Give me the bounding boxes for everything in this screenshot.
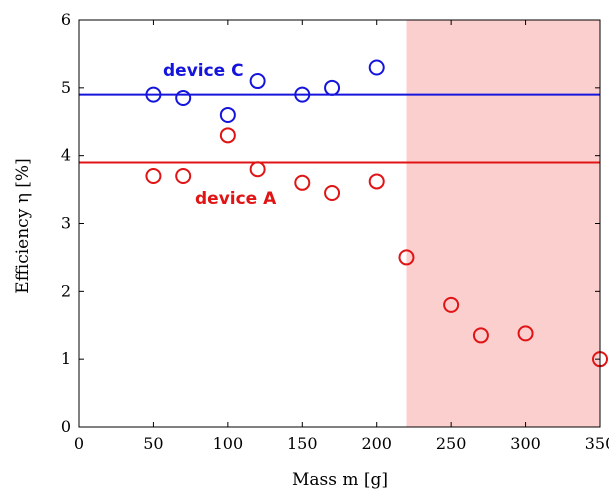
shaded-region-layer <box>406 20 600 427</box>
reference-lines-layer <box>79 93 600 164</box>
x-axis-title: Mass m [g] <box>292 470 388 490</box>
series-label-device-c: device C <box>163 61 244 81</box>
y-tick-label-0: 0 <box>61 417 71 436</box>
data-point-device-A-5 <box>324 184 341 201</box>
labels-layer: device C device A Mass m [g] Efficiency … <box>13 61 388 490</box>
x-tick-label-7: 350 <box>585 434 609 453</box>
data-point-device-A-9 <box>472 327 489 344</box>
data-point-device-C-1 <box>175 90 192 107</box>
x-tick-label-0: 0 <box>74 434 84 453</box>
data-point-device-A-1 <box>175 168 192 185</box>
x-tick-label-6: 300 <box>510 434 541 453</box>
x-tick-label-1: 50 <box>143 434 163 453</box>
data-point-device-C-3 <box>249 73 266 90</box>
data-point-device-A-7 <box>398 249 415 266</box>
shaded-region <box>406 20 600 427</box>
data-point-device-A-3 <box>249 161 266 178</box>
data-point-device-A-10 <box>517 325 534 342</box>
y-tick-label-6: 6 <box>61 10 71 29</box>
data-points-layer <box>145 59 608 368</box>
x-tick-label-3: 150 <box>287 434 318 453</box>
y-tick-label-4: 4 <box>61 146 71 165</box>
y-tick-label-5: 5 <box>61 78 71 97</box>
data-point-device-A-4 <box>294 174 311 191</box>
data-point-device-C-0 <box>145 86 162 103</box>
y-axis-title: Efficiency η [%] <box>13 158 33 293</box>
data-point-device-A-6 <box>368 173 385 190</box>
y-tick-label-1: 1 <box>61 349 71 368</box>
x-tick-label-5: 250 <box>436 434 467 453</box>
data-point-device-C-6 <box>368 59 385 76</box>
y-tick-label-3: 3 <box>61 214 71 233</box>
axes-layer: 0 50 100 150 200 250 300 350 0 1 2 3 4 5 6 <box>61 10 609 453</box>
x-tick-label-4: 200 <box>361 434 392 453</box>
data-point-device-A-0 <box>145 168 162 185</box>
y-tick-label-2: 2 <box>61 281 71 300</box>
data-point-device-C-2 <box>219 106 236 123</box>
data-point-device-A-8 <box>443 296 460 313</box>
data-point-device-C-4 <box>294 86 311 103</box>
x-tick-label-2: 100 <box>213 434 244 453</box>
data-point-device-C-5 <box>324 79 341 96</box>
series-label-device-a: device A <box>195 189 277 209</box>
data-point-device-A-2 <box>219 127 236 144</box>
